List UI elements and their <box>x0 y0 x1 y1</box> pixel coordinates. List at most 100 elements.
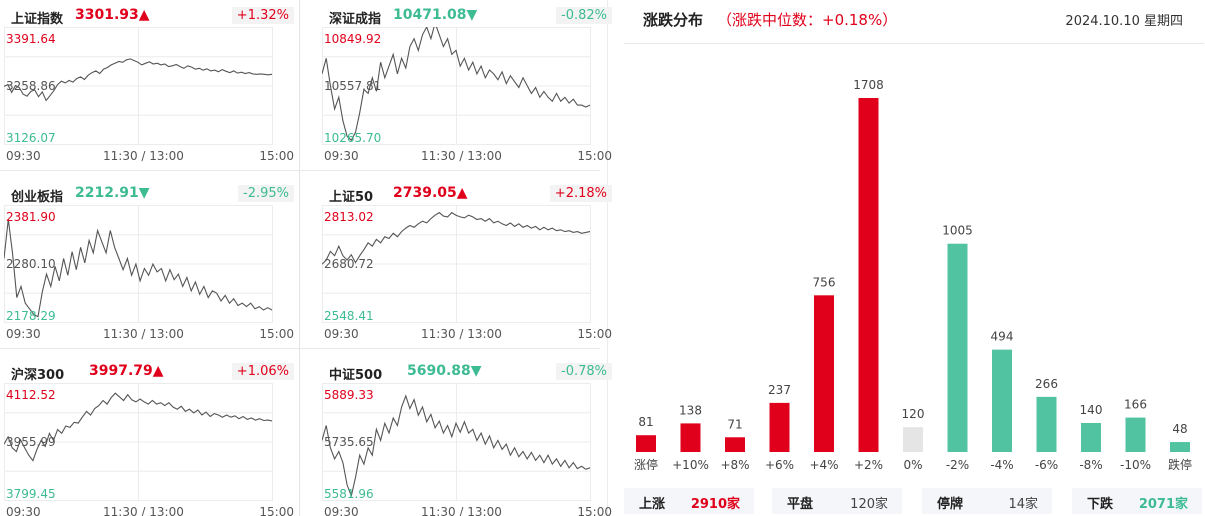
time-label-end: 15:00 <box>259 505 294 516</box>
panel-divider <box>607 0 608 516</box>
index-panel[interactable]: 深证成指 10471.08▼ -0.82% 10849.92 10557.81 10265… <box>322 2 612 172</box>
y-label-prev-close: 2280.10 <box>6 257 56 271</box>
stat-value: 2071家 <box>1138 497 1188 512</box>
time-label-end: 15:00 <box>577 505 612 516</box>
stat-label: 上涨 <box>639 497 666 512</box>
index-value: 3301.93▲ <box>75 7 150 23</box>
y-label-high: 5889.33 <box>324 388 374 402</box>
y-label-high: 3391.64 <box>6 32 56 46</box>
y-label-high: 10849.92 <box>324 32 381 46</box>
bar-value-label: 494 <box>991 330 1014 344</box>
time-label-mid: 11:30 / 13:00 <box>103 505 184 516</box>
bar-value-label: 71 <box>727 417 742 431</box>
stat-value: 2910家 <box>690 497 740 512</box>
bar <box>858 98 879 452</box>
category-label: -2% <box>946 458 969 470</box>
time-label-end: 15:00 <box>259 149 294 163</box>
bar <box>814 295 834 452</box>
y-label-low: 5581.96 <box>324 487 374 501</box>
price-line <box>322 27 591 142</box>
price-line <box>4 392 273 462</box>
index-name: 创业板指 <box>11 190 64 205</box>
bar <box>1036 396 1057 452</box>
bar <box>1081 422 1101 452</box>
time-label-end: 15:00 <box>259 327 294 341</box>
y-label-high: 2381.90 <box>6 210 56 224</box>
category-label: +2% <box>854 458 883 470</box>
index-change: +1.32% <box>231 7 294 24</box>
time-label-mid: 11:30 / 13:00 <box>421 327 502 341</box>
bar <box>680 423 701 452</box>
price-line <box>4 219 273 318</box>
price-line <box>4 58 273 102</box>
y-label-prev-close: 3258.86 <box>6 79 56 93</box>
stat-value: 120家 <box>850 497 888 512</box>
category-label: 涨停 <box>634 457 658 470</box>
stat-value: 14家 <box>1008 497 1038 512</box>
y-label-prev-close: 5735.65 <box>324 435 374 449</box>
time-label-start: 09:30 <box>6 149 41 163</box>
category-label: -10% <box>1120 458 1151 470</box>
bar-value-label: 756 <box>813 275 836 289</box>
y-label-low: 3126.07 <box>6 131 56 145</box>
time-label-mid: 11:30 / 13:00 <box>103 149 184 163</box>
bar-value-label: 138 <box>679 403 702 417</box>
category-label: 跌停 <box>1168 457 1192 470</box>
index-panel[interactable]: 中证500 5690.88▼ -0.78% 5889.33 5735.65 5581.96… <box>322 358 612 516</box>
index-panel[interactable]: 上证50 2739.05▲ +2.18% 2813.02 2680.72 2548.41 0… <box>322 180 612 350</box>
bar-value-label: 81 <box>638 415 653 429</box>
bar <box>903 427 923 452</box>
index-value: 5690.88▼ <box>407 363 482 379</box>
category-label: +8% <box>720 458 749 470</box>
index-header: 上证50 2739.05▲ +2.18% <box>324 185 612 205</box>
bar <box>725 437 745 452</box>
stat-rise: 上涨 2910家 <box>624 488 754 514</box>
time-label-start: 09:30 <box>324 149 359 163</box>
bar-value-label: 48 <box>1172 422 1187 436</box>
time-label-mid: 11:30 / 13:00 <box>421 505 502 516</box>
index-panel[interactable]: 沪深300 3997.79▲ +1.06% 4112.52 3955.99 3799.45… <box>4 358 294 516</box>
y-label-prev-close: 10557.81 <box>324 79 381 93</box>
time-label-start: 09:30 <box>324 327 359 341</box>
bar-value-label: 166 <box>1124 398 1147 412</box>
category-label: +10% <box>672 458 709 470</box>
time-label-mid: 11:30 / 13:00 <box>103 327 184 341</box>
bar-value-label: 266 <box>1035 377 1058 391</box>
index-header: 沪深300 3997.79▲ +1.06% <box>6 363 294 383</box>
index-header: 中证500 5690.88▼ -0.78% <box>324 363 612 383</box>
time-label-end: 15:00 <box>577 149 612 163</box>
category-label: -8% <box>1079 458 1102 470</box>
index-change: -0.78% <box>556 363 612 380</box>
price-line <box>322 211 591 265</box>
index-change: +1.06% <box>231 363 294 380</box>
y-label-low: 2548.41 <box>324 309 374 323</box>
index-panel[interactable]: 上证指数 3301.93▲ +1.32% 3391.64 3258.86 3126.07 0… <box>4 2 294 172</box>
category-label: 0% <box>903 458 922 470</box>
category-label: -4% <box>990 458 1013 470</box>
index-name: 深证成指 <box>329 12 382 27</box>
intraday-chart: 4112.52 3955.99 3799.45 <box>4 383 273 501</box>
index-panel[interactable]: 创业板指 2212.91▼ -2.95% 2381.90 2280.10 2178.29 0… <box>4 180 294 350</box>
y-label-prev-close: 3955.99 <box>6 435 56 449</box>
row-divider <box>0 348 600 349</box>
bar <box>992 349 1012 452</box>
stat-flat: 平盘 120家 <box>772 488 902 514</box>
row-divider <box>0 170 600 171</box>
index-name: 上证50 <box>329 190 374 205</box>
panel-divider <box>299 0 300 516</box>
stat-fall: 下跌 2071家 <box>1072 488 1202 514</box>
time-label-mid: 11:30 / 13:00 <box>421 149 502 163</box>
index-header: 深证成指 10471.08▼ -0.82% <box>324 7 612 27</box>
intraday-chart: 3391.64 3258.86 3126.07 <box>4 27 273 145</box>
bar <box>769 402 790 452</box>
stat-flat: 停牌 14家 <box>922 488 1052 514</box>
bar <box>636 435 656 452</box>
index-change: -2.95% <box>238 185 294 202</box>
stat-label: 平盘 <box>787 497 814 512</box>
index-change: -0.82% <box>556 7 612 24</box>
distribution-title: 涨跌分布 <box>643 11 704 29</box>
category-label: +6% <box>765 458 794 470</box>
intraday-chart: 2381.90 2280.10 2178.29 <box>4 205 273 323</box>
stat-label: 停牌 <box>937 497 964 512</box>
index-name: 中证500 <box>329 368 383 383</box>
